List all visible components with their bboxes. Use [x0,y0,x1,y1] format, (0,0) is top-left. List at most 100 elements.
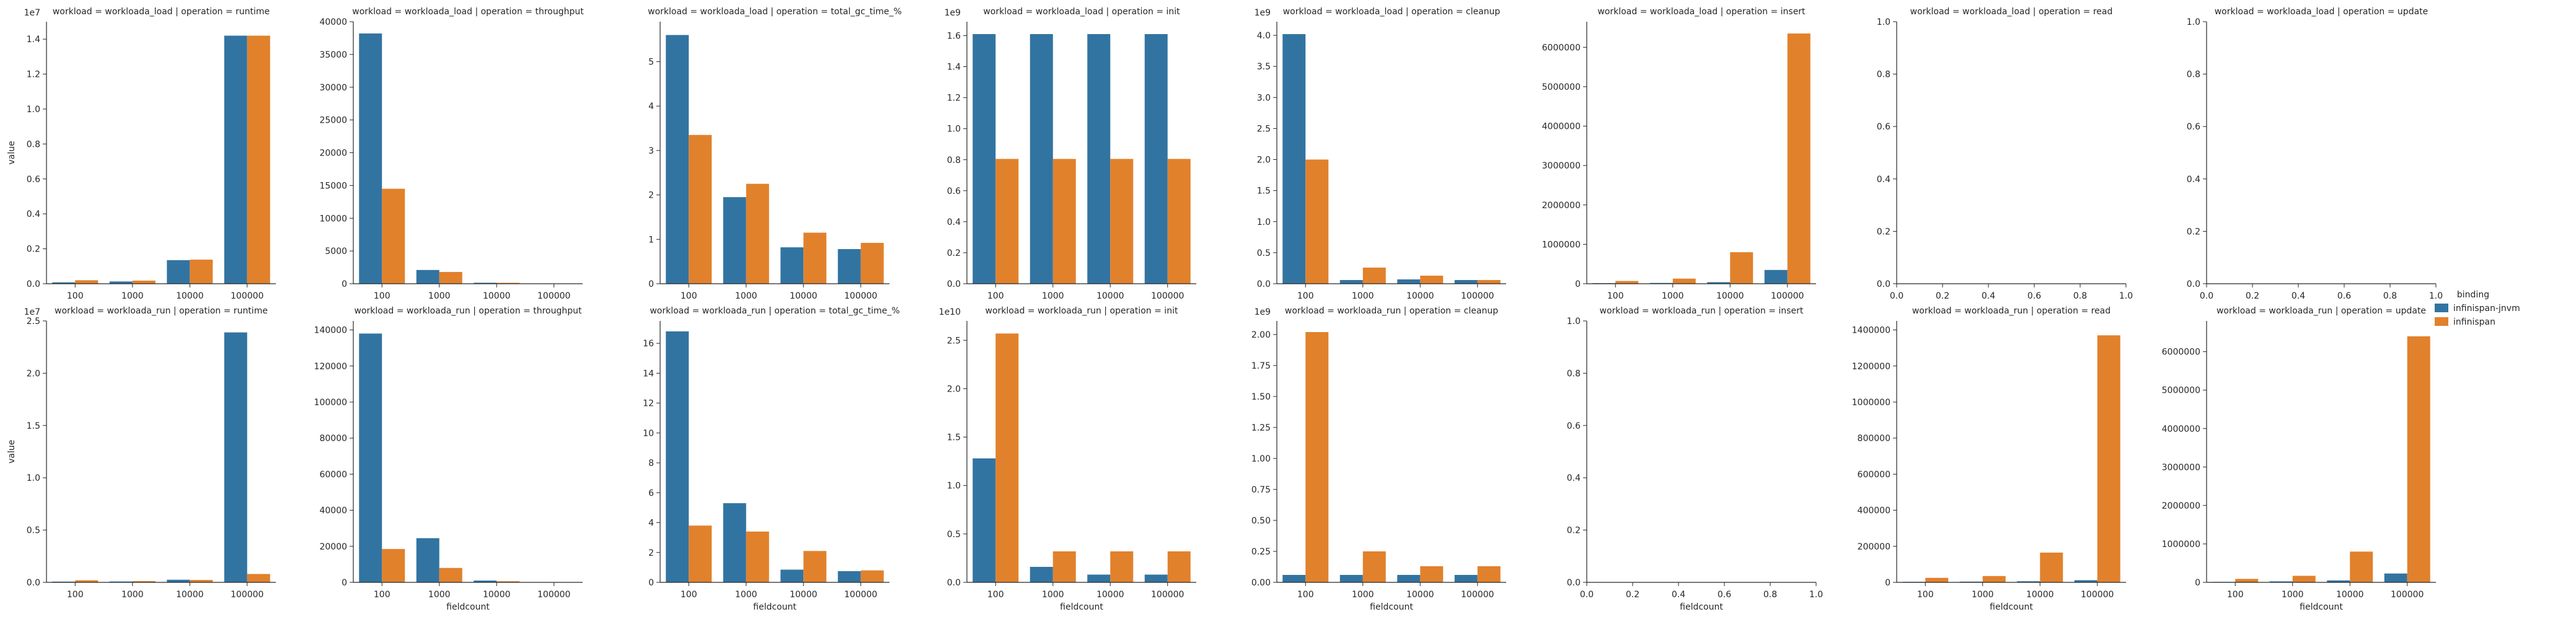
y-tick-label: 0.5 [1257,248,1271,258]
y-tick-label: 4.0 [1257,31,1271,41]
y-tick-label: 1.2 [947,94,961,103]
y-axis-offset-label: 1e7 [24,8,40,18]
bar [689,135,712,284]
y-tick-label: 3000000 [2162,463,2200,473]
x-tick-label: 1000 [121,590,144,600]
y-tick-label: 0.0 [27,578,40,588]
x-axis-label: fieldcount [1060,602,1103,612]
y-tick-label: 1 [648,235,654,245]
y-tick-label: 0.8 [947,156,961,165]
bar [190,260,213,284]
y-tick-label: 5000000 [1542,82,1581,92]
y-tick-label: 5 [648,58,654,68]
x-tick-label: 10000 [1096,291,1124,301]
y-tick-label: 0.6 [947,186,961,196]
bar [2407,336,2430,582]
bar [723,197,746,284]
facet-title: workload = workloada_load | operation = … [1597,7,1806,17]
legend-title: binding [2457,290,2489,300]
y-tick-label: 0.50 [1251,516,1271,526]
y-tick-label: 10000 [319,214,347,224]
facet-title: workload = workloada_load | operation = … [1910,7,2113,17]
bar [1363,268,1386,284]
y-tick-label: 3 [648,146,654,156]
y-tick-label: 0.4 [27,209,40,219]
x-tick-label: 1000 [1352,291,1374,301]
y-tick-label: 1.0 [27,105,40,115]
y-tick-label: 1.0 [1257,217,1271,227]
bar [1087,34,1110,284]
legend-swatch [2435,317,2448,326]
y-tick-label: 3000000 [1542,161,1581,171]
x-axis-label: fieldcount [1370,602,1413,612]
facet-title: workload = workloada_run | operation = t… [354,306,582,316]
y-tick-label: 2.0 [1257,156,1271,165]
y-tick-label: 0 [342,578,347,588]
bar [746,184,769,284]
y-tick-label: 1.0 [27,473,40,483]
y-tick-label: 600000 [1858,470,1890,480]
y-tick-label: 0.0 [1567,578,1581,588]
y-tick-label: 1.25 [1251,423,1271,433]
y-tick-label: 2 [648,548,654,558]
bar [2350,551,2373,582]
y-tick-label: 0.8 [2187,70,2200,80]
bar [359,333,382,582]
x-tick-label: 10000 [2336,590,2364,600]
y-tick-label: 0.2 [947,248,961,258]
y-tick-label: 800000 [1858,434,1890,444]
bar [417,538,439,582]
bar [689,525,712,582]
bar [1110,551,1133,582]
x-tick-label: 100 [1917,590,1934,600]
bar [1053,159,1076,284]
y-tick-label: 1000000 [1542,240,1581,250]
bar [247,574,270,582]
bar [1053,551,1076,582]
bar [224,333,247,582]
bar [1397,575,1420,582]
x-tick-label: 100000 [2081,590,2114,600]
x-tick-label: 10000 [483,291,511,301]
y-tick-label: 2000000 [2162,501,2200,511]
y-tick-label: 0.0 [1257,279,1271,289]
y-tick-label: 0.00 [1251,578,1271,588]
y-tick-label: 0 [648,578,654,588]
x-tick-label: 10000 [1096,590,1124,600]
bar [1168,551,1191,582]
legend-entry-label: infinispan-jnvm [2453,304,2520,313]
x-tick-label: 10000 [1406,590,1434,600]
facet-panel: workload = workloada_load | operation = … [7,7,276,301]
y-tick-label: 40000 [319,506,347,516]
x-tick-label: 1.0 [2119,291,2133,301]
y-tick-label: 1.50 [1251,392,1271,402]
y-tick-label: 3.5 [1257,62,1271,72]
x-axis-label: fieldcount [753,602,796,612]
y-tick-label: 1.0 [1567,317,1581,326]
y-tick-label: 0.4 [947,217,961,227]
x-tick-label: 100000 [1151,291,1184,301]
y-tick-label: 2.5 [1257,124,1271,134]
y-tick-label: 2.0 [947,384,961,394]
facet-panel: workload = workloada_load | operation = … [1255,7,1506,301]
y-tick-label: 25000 [319,116,347,126]
bar [973,34,995,284]
y-tick-label: 1400000 [1852,326,1890,336]
x-tick-label: 0.8 [2383,291,2397,301]
y-axis-offset-label: 1e9 [945,8,961,18]
y-tick-label: 10 [643,429,654,439]
y-tick-label: 1.5 [947,433,961,443]
y-tick-label: 1.4 [947,63,961,72]
y-tick-label: 0.0 [947,279,961,289]
bar [167,260,190,284]
facet-title: workload = workloada_load | operation = … [1283,7,1501,17]
bar [1420,276,1443,284]
bar [1925,578,1948,582]
bar [75,280,98,284]
x-tick-label: 1000 [428,590,451,600]
legend-entry-label: infinispan [2453,317,2495,327]
bar [666,35,689,284]
x-tick-label: 100 [987,590,1004,600]
bar [1615,281,1638,284]
y-axis-offset-label: 1e10 [939,307,961,317]
